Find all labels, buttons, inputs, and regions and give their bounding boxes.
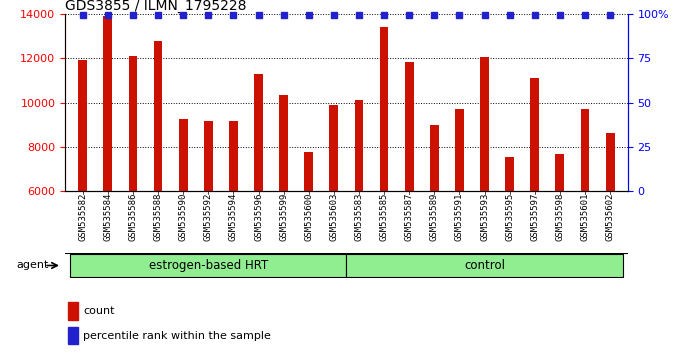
Bar	[78, 59, 87, 324]
Bar	[68, 327, 78, 344]
Text: GSM535593: GSM535593	[480, 193, 489, 241]
Text: GSM535601: GSM535601	[580, 193, 589, 241]
Text: estrogen-based HRT: estrogen-based HRT	[149, 259, 268, 272]
Bar	[128, 56, 137, 324]
Text: GSM535597: GSM535597	[530, 193, 539, 241]
Text: control: control	[464, 259, 505, 272]
Text: GSM535586: GSM535586	[128, 193, 137, 241]
Bar	[580, 109, 589, 324]
Text: GSM535582: GSM535582	[78, 193, 87, 241]
Bar	[329, 105, 338, 324]
FancyBboxPatch shape	[346, 254, 623, 277]
Text: GSM535587: GSM535587	[405, 193, 414, 241]
Text: GSM535600: GSM535600	[305, 193, 314, 241]
Text: GSM535592: GSM535592	[204, 193, 213, 241]
Text: GSM535599: GSM535599	[279, 193, 288, 241]
Text: agent: agent	[16, 260, 49, 270]
Text: GSM535595: GSM535595	[505, 193, 514, 241]
Text: GSM535589: GSM535589	[430, 193, 439, 241]
Bar	[556, 154, 565, 324]
Text: GSM535584: GSM535584	[104, 193, 113, 241]
Text: GSM535594: GSM535594	[229, 193, 238, 241]
Bar	[254, 74, 263, 324]
Text: GSM535596: GSM535596	[254, 193, 263, 241]
Bar	[305, 153, 313, 324]
Text: GSM535603: GSM535603	[329, 193, 338, 241]
Text: GSM535602: GSM535602	[606, 193, 615, 241]
Bar	[455, 109, 464, 324]
Bar	[229, 121, 238, 324]
Text: GDS3855 / ILMN_1795228: GDS3855 / ILMN_1795228	[65, 0, 247, 13]
Bar	[506, 157, 514, 324]
Text: GSM535591: GSM535591	[455, 193, 464, 241]
Bar	[154, 41, 163, 324]
Bar	[405, 62, 414, 324]
Text: GSM535585: GSM535585	[379, 193, 388, 241]
Bar	[430, 125, 439, 324]
Text: GSM535588: GSM535588	[154, 193, 163, 241]
FancyBboxPatch shape	[70, 254, 346, 277]
Text: count: count	[83, 306, 115, 316]
Bar	[68, 302, 78, 320]
Bar	[179, 119, 187, 324]
Bar	[480, 57, 489, 324]
Text: GSM535598: GSM535598	[556, 193, 565, 241]
Bar	[204, 121, 213, 324]
Text: GSM535590: GSM535590	[178, 193, 188, 241]
Bar	[606, 132, 615, 324]
Text: percentile rank within the sample: percentile rank within the sample	[83, 331, 271, 341]
Text: GSM535583: GSM535583	[355, 193, 364, 241]
Bar	[355, 101, 364, 324]
Bar	[104, 16, 113, 324]
Bar	[279, 95, 288, 324]
Bar	[530, 78, 539, 324]
Bar	[380, 28, 388, 324]
